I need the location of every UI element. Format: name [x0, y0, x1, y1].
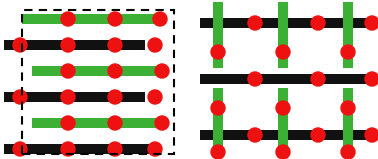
Circle shape [108, 116, 122, 130]
Circle shape [61, 90, 75, 104]
Circle shape [155, 64, 169, 78]
Circle shape [211, 101, 225, 115]
Bar [22, 10, 174, 154]
Circle shape [311, 72, 325, 86]
Circle shape [155, 116, 169, 130]
Circle shape [13, 90, 27, 104]
Bar [32, 118, 168, 128]
Circle shape [61, 12, 75, 26]
Circle shape [108, 64, 122, 78]
Circle shape [148, 38, 162, 52]
Circle shape [276, 45, 290, 59]
Circle shape [341, 45, 355, 59]
Bar [278, 88, 288, 155]
Bar [343, 88, 353, 155]
Circle shape [248, 16, 262, 30]
Circle shape [276, 101, 290, 115]
Circle shape [341, 101, 355, 115]
Circle shape [276, 145, 290, 159]
Circle shape [341, 145, 355, 159]
Bar [32, 66, 168, 76]
Circle shape [61, 142, 75, 156]
Bar [200, 130, 368, 140]
Bar [213, 88, 223, 155]
Circle shape [13, 142, 27, 156]
Bar [213, 2, 223, 68]
Circle shape [153, 12, 167, 26]
Circle shape [108, 12, 122, 26]
Bar [4, 40, 145, 50]
Circle shape [211, 145, 225, 159]
Circle shape [61, 116, 75, 130]
Circle shape [13, 38, 27, 52]
Circle shape [108, 90, 122, 104]
Bar [22, 14, 160, 24]
Bar [200, 18, 368, 28]
Bar [278, 2, 288, 68]
Circle shape [311, 16, 325, 30]
Bar [4, 92, 145, 102]
Circle shape [365, 128, 378, 142]
Circle shape [61, 64, 75, 78]
Circle shape [108, 142, 122, 156]
Circle shape [311, 128, 325, 142]
Circle shape [61, 38, 75, 52]
Bar [343, 2, 353, 68]
Circle shape [211, 45, 225, 59]
Circle shape [248, 128, 262, 142]
Bar [4, 144, 160, 154]
Circle shape [365, 72, 378, 86]
Circle shape [148, 90, 162, 104]
Circle shape [365, 16, 378, 30]
Bar [200, 74, 368, 84]
Circle shape [108, 38, 122, 52]
Circle shape [148, 142, 162, 156]
Circle shape [248, 72, 262, 86]
